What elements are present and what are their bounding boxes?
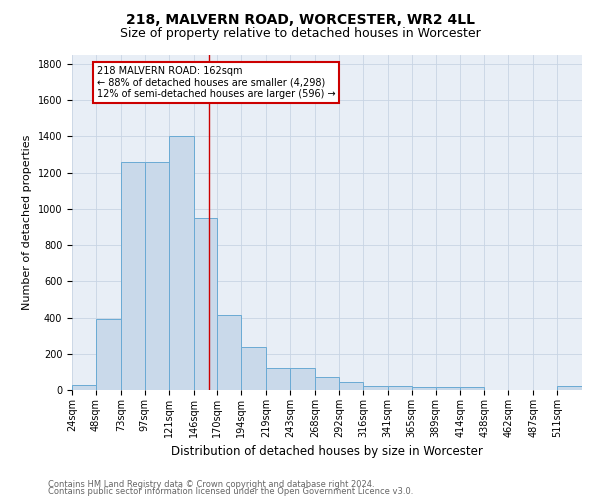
Bar xyxy=(72,384,96,390)
Text: Contains public sector information licensed under the Open Government Licence v3: Contains public sector information licen… xyxy=(48,487,413,496)
Bar xyxy=(363,386,388,390)
Bar xyxy=(266,368,290,390)
Bar xyxy=(194,218,217,390)
Bar xyxy=(315,378,339,390)
Text: 218 MALVERN ROAD: 162sqm
← 88% of detached houses are smaller (4,298)
12% of sem: 218 MALVERN ROAD: 162sqm ← 88% of detach… xyxy=(97,66,335,99)
Bar xyxy=(169,136,194,390)
X-axis label: Distribution of detached houses by size in Worcester: Distribution of detached houses by size … xyxy=(171,446,483,458)
Bar xyxy=(145,162,169,390)
Bar xyxy=(436,388,460,390)
Bar xyxy=(412,388,436,390)
Bar xyxy=(388,386,412,390)
Bar xyxy=(339,382,363,390)
Bar xyxy=(290,368,315,390)
Bar xyxy=(241,348,266,390)
Bar xyxy=(96,320,121,390)
Bar xyxy=(217,315,241,390)
Bar xyxy=(460,388,484,390)
Y-axis label: Number of detached properties: Number of detached properties xyxy=(22,135,32,310)
Bar xyxy=(121,162,145,390)
Bar xyxy=(557,386,582,390)
Text: Contains HM Land Registry data © Crown copyright and database right 2024.: Contains HM Land Registry data © Crown c… xyxy=(48,480,374,489)
Text: Size of property relative to detached houses in Worcester: Size of property relative to detached ho… xyxy=(119,28,481,40)
Text: 218, MALVERN ROAD, WORCESTER, WR2 4LL: 218, MALVERN ROAD, WORCESTER, WR2 4LL xyxy=(125,12,475,26)
